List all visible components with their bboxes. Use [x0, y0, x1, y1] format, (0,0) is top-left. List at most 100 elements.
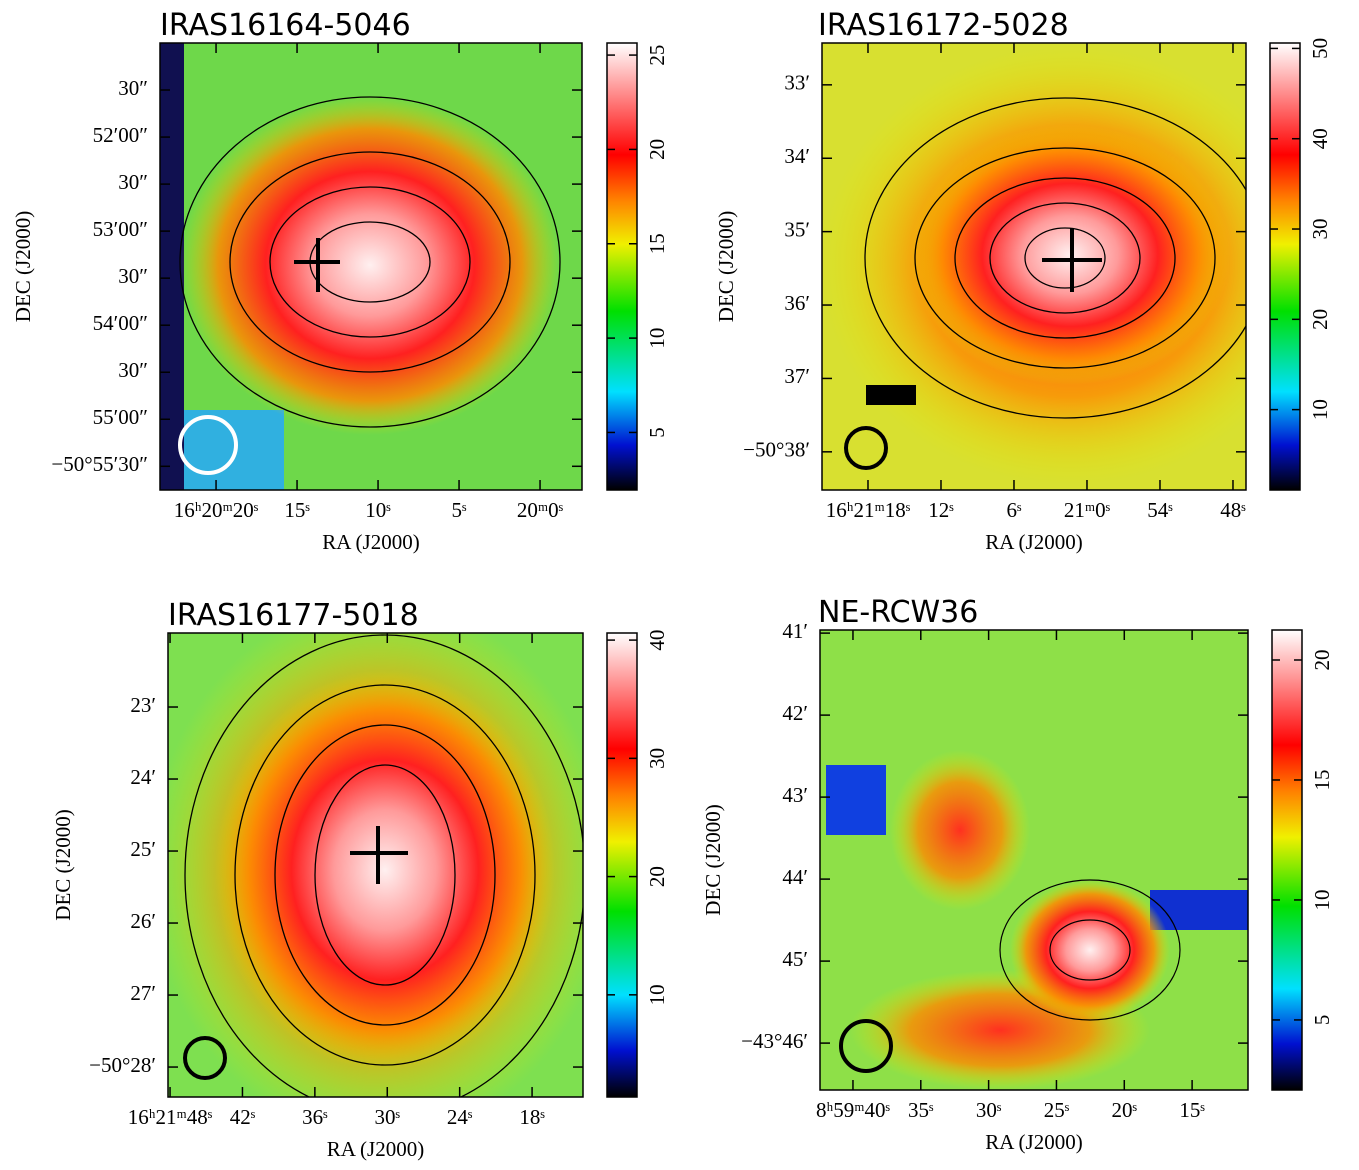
y-tick-label: 25′ [130, 837, 156, 861]
x-tick-label: 25ˢ [1044, 1098, 1070, 1122]
emission [1010, 880, 1170, 1020]
x-tick-label: 20ᵐ0ˢ [517, 498, 564, 522]
y-tick-label: 43′ [782, 783, 808, 807]
colorbar-tick-label: 25 [645, 45, 669, 66]
title: IRAS16164-5046 [160, 8, 411, 43]
x-tick-label: 30ˢ [375, 1105, 401, 1129]
x-axis-label: RA (J2000) [985, 530, 1082, 554]
colorbar-tick-label: 10 [645, 328, 669, 349]
x-tick-label: 30ˢ [976, 1098, 1002, 1122]
colorbar-tick-label: 30 [645, 748, 669, 769]
title: NE-RCW36 [818, 595, 978, 630]
colorbar [1272, 630, 1302, 1090]
colorbar-tick-label: 15 [1310, 769, 1334, 790]
x-tick-label: 36ˢ [302, 1105, 328, 1129]
y-axis-label: DEC (J2000) [714, 211, 738, 322]
y-tick-label: 53′00″ [93, 217, 148, 241]
x-axis-label: RA (J2000) [985, 1130, 1082, 1154]
y-tick-label: 23′ [130, 693, 156, 717]
x-tick-label: 15ˢ [1179, 1098, 1205, 1122]
y-tick-label: 37′ [784, 364, 810, 388]
x-tick-label: 18ˢ [519, 1105, 545, 1129]
map-image [820, 43, 1320, 490]
x-tick-label: 48ˢ [1220, 498, 1246, 522]
y-tick-label: 34′ [784, 144, 810, 168]
colorbar-tick-label: 40 [645, 630, 669, 651]
x-tick-label: 12ˢ [928, 498, 954, 522]
colorbar-tick-label: 20 [1310, 649, 1334, 670]
y-tick-label: 27′ [130, 981, 156, 1005]
y-tick-label: 42′ [782, 701, 808, 725]
low-patch [866, 385, 916, 405]
panel: IRAS16172-5028 16ʰ21ᵐ18ˢ 12ˢ 6ˢ 21ᵐ0ˢ 54ˢ 48ˢ 3… [714, 8, 1332, 554]
y-tick-label: 35′ [784, 217, 810, 241]
figure: IRAS16164-5046 16ʰ20ᵐ20ˢ 15ˢ 10ˢ 5ˢ 20ᵐ0ˢ 30″ 5… [0, 0, 1359, 1170]
colorbar-tick-label: 5 [645, 427, 669, 438]
x-tick-label: 54ˢ [1147, 498, 1173, 522]
x-tick-label: 5ˢ [452, 498, 468, 522]
colorbar-tick-label: 20 [645, 139, 669, 160]
colorbar [1270, 43, 1300, 490]
y-tick-label: −50°38′ [743, 438, 810, 462]
panel: NE-RCW36 8ʰ59ᵐ40ˢ 35ˢ 30ˢ 25ˢ 20ˢ 15ˢ 41′ 42′ 43′… [701, 595, 1334, 1154]
low-patch [1150, 890, 1248, 930]
x-tick-label: 42ˢ [230, 1105, 256, 1129]
colorbar-tick-label: 20 [1308, 309, 1332, 330]
title: IRAS16172-5028 [818, 8, 1069, 43]
map-image [820, 630, 1248, 1090]
x-axis-label: RA (J2000) [322, 530, 419, 554]
colorbar-tick-label: 50 [1308, 38, 1332, 59]
y-tick-label: 30″ [118, 76, 148, 100]
colorbar-tick-label: 10 [1308, 399, 1332, 420]
title: IRAS16177-5018 [168, 598, 419, 633]
emission [890, 750, 1030, 910]
panel: IRAS16164-5046 16ʰ20ᵐ20ˢ 15ˢ 10ˢ 5ˢ 20ᵐ0ˢ 30″ 5… [11, 8, 669, 554]
colorbar-tick-label: 20 [645, 866, 669, 887]
y-tick-label: 55′00″ [93, 405, 148, 429]
y-tick-label: 45′ [782, 947, 808, 971]
x-tick-label: 35ˢ [908, 1098, 934, 1122]
colorbar-tick-label: 5 [1310, 1015, 1334, 1025]
y-axis-label: DEC (J2000) [701, 804, 725, 915]
colorbar [607, 633, 637, 1097]
emission [180, 95, 560, 435]
colorbar-tick-label: 15 [645, 233, 669, 254]
y-tick-label: 24′ [130, 765, 156, 789]
y-tick-label: 26′ [130, 909, 156, 933]
x-tick-label: 10ˢ [365, 498, 391, 522]
panel: IRAS16177-5018 16ʰ21ᵐ48ˢ 42ˢ 36ˢ 30ˢ 24ˢ 18ˢ 23… [51, 598, 669, 1161]
x-tick-label: 8ʰ59ᵐ40ˢ [816, 1098, 891, 1122]
x-tick-label: 21ᵐ0ˢ [1064, 498, 1111, 522]
map-image [150, 600, 610, 1140]
y-tick-label: 41′ [782, 619, 808, 643]
y-tick-label: 30″ [118, 170, 148, 194]
colorbar-tick-label: 10 [645, 984, 669, 1005]
colorbar-tick-label: 40 [1308, 128, 1332, 149]
low-patch [826, 765, 886, 835]
y-tick-label: 52′00″ [93, 123, 148, 147]
y-tick-label: 36′ [784, 291, 810, 315]
x-tick-label: 16ʰ20ᵐ20ˢ [174, 498, 259, 522]
x-tick-label: 16ʰ21ᵐ18ˢ [826, 498, 911, 522]
x-tick-label: 20ˢ [1112, 1098, 1138, 1122]
y-tick-label: 33′ [784, 71, 810, 95]
y-tick-label: −50°55′30″ [51, 452, 148, 476]
y-tick-label: 30″ [118, 264, 148, 288]
y-tick-label: −50°28′ [89, 1053, 156, 1077]
y-tick-label: 30″ [118, 358, 148, 382]
y-tick-label: 54′00″ [93, 311, 148, 335]
y-axis-label: DEC (J2000) [11, 211, 35, 322]
y-tick-label: −43°46′ [741, 1029, 808, 1053]
colorbar-tick-label: 30 [1308, 219, 1332, 240]
x-tick-label: 15ˢ [284, 498, 310, 522]
map-image [160, 43, 582, 490]
y-tick-label: 44′ [782, 865, 808, 889]
colorbar [607, 43, 637, 490]
y-axis-label: DEC (J2000) [51, 809, 75, 920]
x-tick-label: 24ˢ [447, 1105, 473, 1129]
emission [215, 670, 555, 1070]
x-tick-label: 16ʰ21ᵐ48ˢ [128, 1105, 213, 1129]
colorbar-tick-label: 10 [1310, 889, 1334, 910]
x-axis-label: RA (J2000) [327, 1137, 424, 1161]
x-tick-label: 6ˢ [1007, 498, 1023, 522]
